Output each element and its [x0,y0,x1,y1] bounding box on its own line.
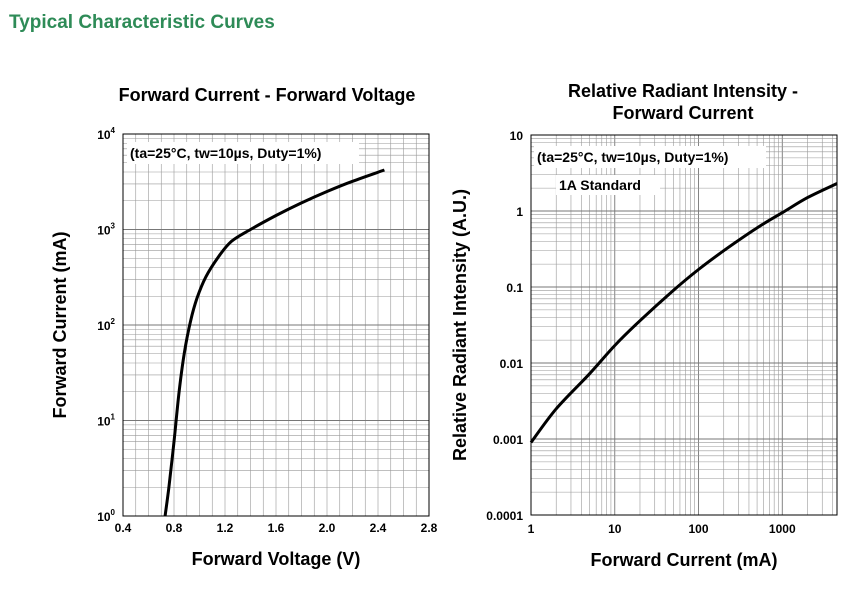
chart2-x-tick-label: 1000 [769,522,796,536]
chart1-y-tick-label: 100 [97,508,115,524]
chart2-title-line-2: Forward Current [612,103,753,123]
chart2-annotation-standard: 1A Standard [559,177,641,193]
chart2-plot-frame [530,134,838,516]
chart1-x-tick-label: 0.4 [115,521,132,535]
chart1-x-tick-label: 1.6 [268,521,285,535]
chart2-y-tick-label: 1 [516,205,523,219]
chart1-x-ticks: 0.4 0.8 1.2 1.6 2.0 2.4 2.8 [115,521,438,535]
chart2-y-tick-label: 10 [510,129,524,143]
chart1-x-tick-label: 2.4 [370,521,387,535]
chart2-x-tick-label: 100 [689,522,709,536]
chart1-x-axis-label: Forward Voltage (V) [192,549,361,569]
chart2-x-tick-label: 10 [608,522,622,536]
chart2-y-tick-label: 0.001 [493,433,523,447]
chart1-y-ticks: 100 101 102 103 104 [97,126,115,524]
chart2-series-line [529,182,838,444]
chart2-y-ticks: 0.0001 0.001 0.01 0.1 1 10 [486,129,523,523]
page-heading: Typical Characteristic Curves [9,12,275,33]
chart1-x-tick-label: 2.8 [421,521,438,535]
chart2-x-tick-label: 1 [528,522,535,536]
chart2-annotation-bg [534,146,766,168]
chart1-y-axis-label: Forward Current (mA) [50,231,70,418]
chart2-y-tick-label: 0.1 [506,281,523,295]
chart2-grid [531,135,837,515]
chart1-title: Forward Current - Forward Voltage [119,85,416,105]
chart2-x-axis-label: Forward Current (mA) [590,550,777,570]
chart1-plot-frame [122,133,430,517]
chart1-grid [123,134,429,516]
chart1-x-tick-label: 2.0 [319,521,336,535]
chart1-series-line [163,168,385,517]
chart2-x-ticks: 1 10 100 1000 [528,522,796,536]
chart2-annotation-conditions: (ta=25°C, tw=10µs, Duty=1%) [537,149,728,165]
chart1-y-tick-label: 104 [97,126,115,142]
chart2-y-tick-label: 0.0001 [486,509,523,523]
chart-relative-radiant-intensity: Relative Radiant Intensity - Forward Cur… [450,81,838,570]
chart1-annotation: (ta=25°C, tw=10µs, Duty=1%) [130,145,321,161]
chart1-x-tick-label: 0.8 [166,521,183,535]
chart1-x-tick-label: 1.2 [217,521,234,535]
chart2-annotation2-bg [556,175,660,195]
chart2-y-tick-label: 0.01 [500,357,524,371]
chart1-y-tick-label: 102 [97,317,115,333]
chart2-title-line-1: Relative Radiant Intensity - [568,81,798,101]
chart1-annotation-bg [127,142,359,164]
chart1-y-tick-label: 103 [97,222,115,238]
chart2-y-axis-label: Relative Radiant Intensity (A.U.) [450,189,470,461]
chart1-y-tick-label: 101 [97,413,115,429]
chart-forward-current-voltage: Forward Current - Forward Voltage 0.4 0.8… [50,85,438,569]
